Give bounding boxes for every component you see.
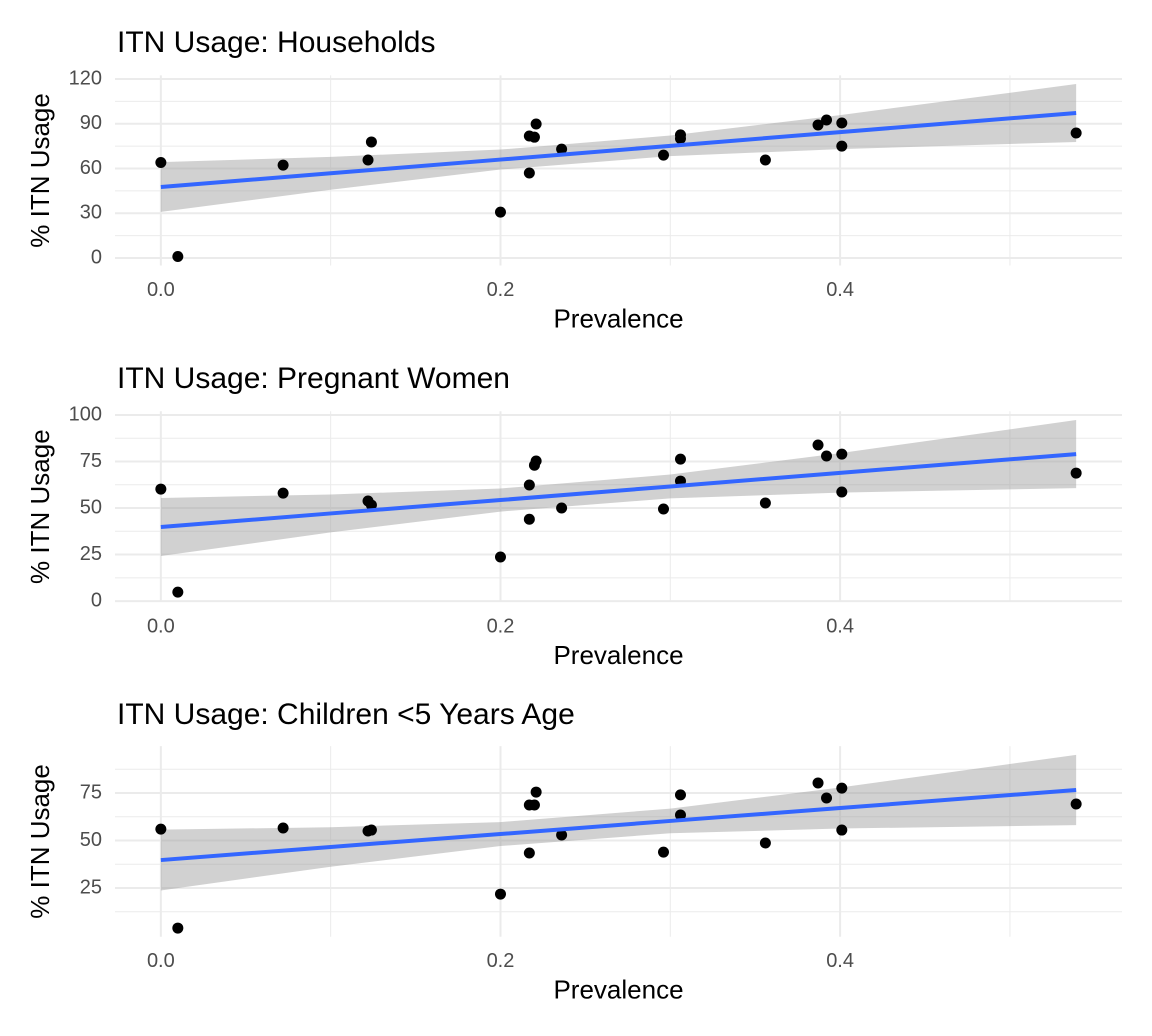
data-point	[759, 837, 771, 849]
y-tick-label: 120	[69, 67, 102, 89]
y-axis-title: % ITN Usage	[25, 429, 55, 584]
data-point	[365, 136, 377, 148]
data-point	[1070, 798, 1082, 810]
data-point	[556, 829, 568, 841]
x-tick-label: 0.0	[147, 615, 175, 637]
chart-title: ITN Usage: Pregnant Women	[117, 362, 510, 395]
x-tick-label: 0.4	[826, 950, 854, 972]
data-point	[530, 118, 542, 130]
regression-line	[160, 452, 1077, 530]
data-point	[658, 503, 670, 515]
y-tick-label: 30	[80, 202, 102, 224]
data-point	[155, 823, 167, 835]
regression-line	[160, 111, 1077, 190]
data-point	[494, 551, 506, 563]
data-point	[530, 455, 542, 467]
panel: 0 25 50 75 100 0.0 0.2 0.4 ITN Usage: Pregnant W…	[25, 362, 1122, 670]
x-tick-label: 0.2	[487, 615, 515, 637]
data-point	[759, 154, 771, 166]
y-tick-label: 25	[80, 876, 102, 898]
data-point	[365, 499, 377, 511]
data-point	[821, 450, 833, 462]
data-point	[821, 114, 833, 126]
data-point	[155, 483, 167, 495]
confidence-band	[160, 754, 1077, 891]
data-point	[530, 786, 542, 798]
data-point	[836, 140, 848, 152]
data-point	[172, 586, 184, 598]
chart-title: ITN Usage: Children <5 Years Age	[117, 698, 575, 731]
data-point	[365, 824, 377, 836]
data-point	[1070, 467, 1082, 479]
data-point	[172, 251, 184, 263]
data-point	[556, 502, 568, 514]
panel: 0 30 60 90 120 0.0 0.2 0.4 ITN Usage: Households…	[25, 26, 1122, 333]
x-tick-label: 0.2	[487, 950, 515, 972]
x-tick-label: 0.0	[147, 950, 175, 972]
data-point	[528, 131, 540, 143]
data-point	[658, 149, 670, 161]
y-tick-label: 75	[80, 781, 102, 803]
y-tick-label: 50	[80, 829, 102, 851]
x-axis-title: Prevalence	[553, 640, 683, 670]
x-axis-title: Prevalence	[553, 303, 683, 333]
x-tick-label: 0.0	[147, 279, 175, 301]
data-point	[674, 133, 686, 145]
data-point	[674, 453, 686, 465]
panel: 25 50 75 0.0 0.2 0.4 ITN Usage: Children <5 Ye…	[25, 698, 1122, 1005]
data-point	[277, 487, 289, 499]
y-axis-title: % ITN Usage	[25, 764, 55, 919]
regression-line	[160, 787, 1077, 863]
data-point	[812, 777, 824, 789]
y-tick-label: 0	[91, 246, 102, 268]
data-point	[528, 799, 540, 811]
data-point	[836, 448, 848, 460]
data-point	[523, 513, 535, 525]
data-point	[759, 497, 771, 509]
data-point	[523, 167, 535, 179]
data-point	[812, 439, 824, 451]
data-point	[494, 888, 506, 900]
data-point	[821, 792, 833, 804]
data-point	[362, 154, 374, 166]
data-point	[277, 159, 289, 171]
data-point	[836, 486, 848, 498]
data-point	[523, 479, 535, 491]
data-point	[674, 809, 686, 821]
y-tick-label: 100	[69, 403, 102, 425]
x-axis-title: Prevalence	[553, 975, 683, 1005]
x-tick-label: 0.4	[826, 279, 854, 301]
data-point	[836, 824, 848, 836]
data-point	[277, 822, 289, 834]
data-point	[812, 119, 824, 131]
data-point	[836, 782, 848, 794]
y-tick-label: 75	[80, 450, 102, 472]
data-point	[494, 206, 506, 218]
y-tick-label: 25	[80, 543, 102, 565]
y-tick-label: 60	[80, 157, 102, 179]
y-tick-label: 50	[80, 496, 102, 518]
chart-title: ITN Usage: Households	[117, 26, 436, 59]
data-point	[172, 922, 184, 934]
y-tick-label: 0	[91, 589, 102, 611]
confidence-band	[160, 84, 1077, 212]
y-axis-title: % ITN Usage	[25, 93, 55, 248]
y-tick-label: 90	[80, 112, 102, 134]
data-point	[1070, 127, 1082, 139]
data-point	[658, 846, 670, 858]
x-tick-label: 0.4	[826, 615, 854, 637]
x-tick-label: 0.2	[487, 279, 515, 301]
data-point	[155, 157, 167, 169]
confidence-band	[160, 420, 1077, 557]
data-point	[836, 117, 848, 129]
data-point	[674, 789, 686, 801]
data-point	[556, 143, 568, 155]
data-point	[523, 847, 535, 859]
